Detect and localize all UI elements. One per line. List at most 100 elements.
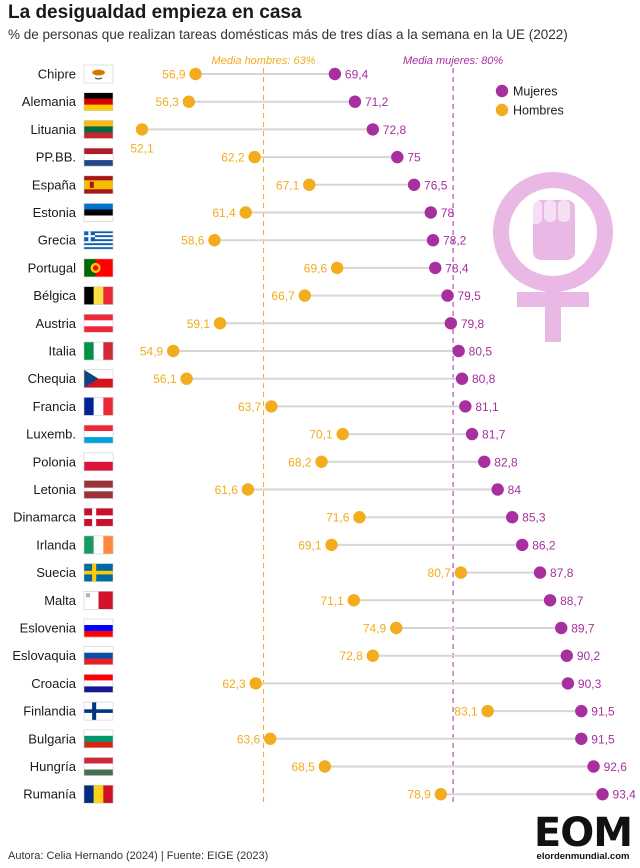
dot-hombres: [353, 511, 366, 524]
flag-chequia-icon: [83, 369, 114, 389]
value-label-mujeres: 85,3: [522, 511, 546, 525]
value-label-hombres: 71,6: [326, 511, 350, 525]
dot-mujeres: [478, 455, 491, 468]
flag-letonia-icon: [83, 480, 114, 499]
value-label-mujeres: 91,5: [591, 732, 615, 746]
dot-mujeres: [459, 400, 472, 413]
row-suecia: Suecia 80,7 87,8: [36, 563, 574, 582]
row-finlandia: Finlandia 83,1 91,5: [23, 701, 615, 721]
row-letonia: Letonia 61,6 84: [33, 480, 522, 499]
dot-mujeres: [366, 123, 380, 136]
flag-croacia-icon: [83, 674, 114, 693]
value-label-mujeres: 78,4: [445, 261, 469, 275]
value-label-hombres: 69,1: [298, 538, 322, 552]
flag-malta-icon: [83, 590, 114, 610]
dot-hombres: [213, 317, 227, 330]
flag-estonia-icon: [83, 203, 114, 222]
country-label: Portugal: [28, 260, 77, 275]
value-label-hombres: 63,6: [237, 732, 261, 746]
value-label-hombres: 61,6: [215, 483, 239, 497]
row-austria: Austria 59,1 79,8: [36, 313, 485, 333]
country-label: Irlanda: [36, 537, 77, 552]
country-label: Rumanía: [23, 787, 77, 802]
chart-legend: Mujeres Hombres: [495, 85, 564, 118]
value-label-mujeres: 76,5: [424, 178, 448, 192]
country-label: Francia: [33, 399, 77, 414]
row-bulgaria: Bulgaria 63,6 91,5: [28, 729, 615, 749]
dot-hombres: [303, 178, 316, 191]
country-label: Eslovenia: [20, 621, 77, 636]
reference-lines: Media hombres: 63% Media mujeres: 80%: [212, 55, 503, 807]
value-label-mujeres: 78,2: [443, 234, 467, 248]
row-hungría: Hungría 68,5 92,6: [30, 757, 628, 776]
row-dinamarca: Dinamarca 71,6 85,3: [13, 507, 546, 527]
value-label-mujeres: 92,6: [604, 760, 628, 774]
country-label: Luxemb.: [26, 427, 76, 442]
dot-mujeres: [516, 538, 529, 552]
logo-text: EOM: [533, 810, 633, 856]
flag-pp-bb-icon: [83, 147, 114, 167]
dot-mujeres: [491, 483, 504, 496]
country-label: Lituania: [30, 122, 76, 137]
flag-grecia-icon: [83, 230, 114, 250]
dot-hombres: [315, 455, 328, 468]
female-fist-symbol-icon: [493, 172, 613, 342]
dot-mujeres: [561, 677, 575, 690]
value-label-mujeres: 89,7: [571, 622, 595, 636]
row-luxemb: Luxemb. 70,1 81,7: [26, 424, 506, 444]
flag-eslovenia-icon: [83, 618, 114, 638]
value-label-hombres: 58,6: [181, 234, 205, 248]
dot-hombres: [481, 704, 494, 718]
row-pp-bb: PP.BB. 62,2 75: [36, 147, 421, 167]
flag-bélgica-icon: [83, 286, 114, 305]
dot-mujeres: [452, 344, 465, 358]
country-label: Letonia: [33, 482, 76, 497]
row-lituania: Lituania 52,1 72,8: [30, 120, 406, 155]
dot-hombres: [239, 206, 252, 219]
row-polonia: Polonia 68,2 82,8: [33, 452, 518, 472]
value-label-hombres: 68,2: [288, 455, 312, 469]
value-label-mujeres: 84: [508, 483, 522, 497]
value-label-hombres: 74,9: [363, 622, 387, 636]
flag-dinamarca-icon: [83, 507, 114, 527]
dot-hombres: [434, 788, 448, 801]
value-label-hombres: 56,3: [155, 95, 179, 109]
dot-hombres: [265, 400, 278, 413]
dot-mujeres: [455, 372, 469, 385]
value-label-mujeres: 91,5: [591, 705, 615, 719]
value-label-hombres: 52,1: [130, 141, 154, 155]
value-label-mujeres: 79,8: [461, 317, 485, 331]
logo-url: elordenmundial.com: [536, 851, 630, 862]
country-label: Chequia: [28, 371, 77, 386]
value-label-mujeres: 80,8: [472, 372, 496, 386]
dot-mujeres: [424, 206, 437, 219]
flag-chipre-icon: [83, 64, 114, 84]
flag-irlanda-icon: [83, 535, 114, 555]
value-label-mujeres: 81,1: [475, 400, 499, 414]
value-label-hombres: 80,7: [428, 566, 452, 580]
country-label: Italia: [49, 344, 77, 359]
value-label-mujeres: 86,2: [532, 538, 556, 552]
dot-hombres: [336, 427, 349, 441]
row-españa: España 67,1 76,5: [32, 175, 448, 195]
value-label-hombres: 59,1: [187, 317, 211, 331]
dot-mujeres: [575, 704, 588, 718]
row-chipre: Chipre 56,9 69,4: [38, 64, 369, 84]
flag-bulgaria-icon: [83, 729, 114, 749]
dot-mujeres: [587, 760, 600, 773]
value-label-mujeres: 82,8: [494, 455, 518, 469]
row-portugal: Portugal 69,6 78,4: [28, 258, 469, 278]
value-label-mujeres: 78: [441, 206, 455, 220]
value-label-hombres: 71,1: [320, 594, 344, 608]
dot-mujeres: [465, 427, 479, 441]
flag-luxemb-icon: [83, 424, 114, 444]
country-label: PP.BB.: [36, 150, 76, 165]
dot-mujeres: [348, 95, 362, 108]
row-eslovenia: Eslovenia 74,9 89,7: [20, 618, 595, 638]
value-label-hombres: 68,5: [292, 760, 316, 774]
country-label: Chipre: [38, 67, 76, 82]
country-label: Bulgaria: [28, 731, 76, 746]
country-label: Malta: [44, 593, 77, 608]
row-croacia: Croacia 62,3 90,3: [31, 674, 602, 693]
row-italia: Italia 54,9 80,5: [49, 341, 492, 361]
